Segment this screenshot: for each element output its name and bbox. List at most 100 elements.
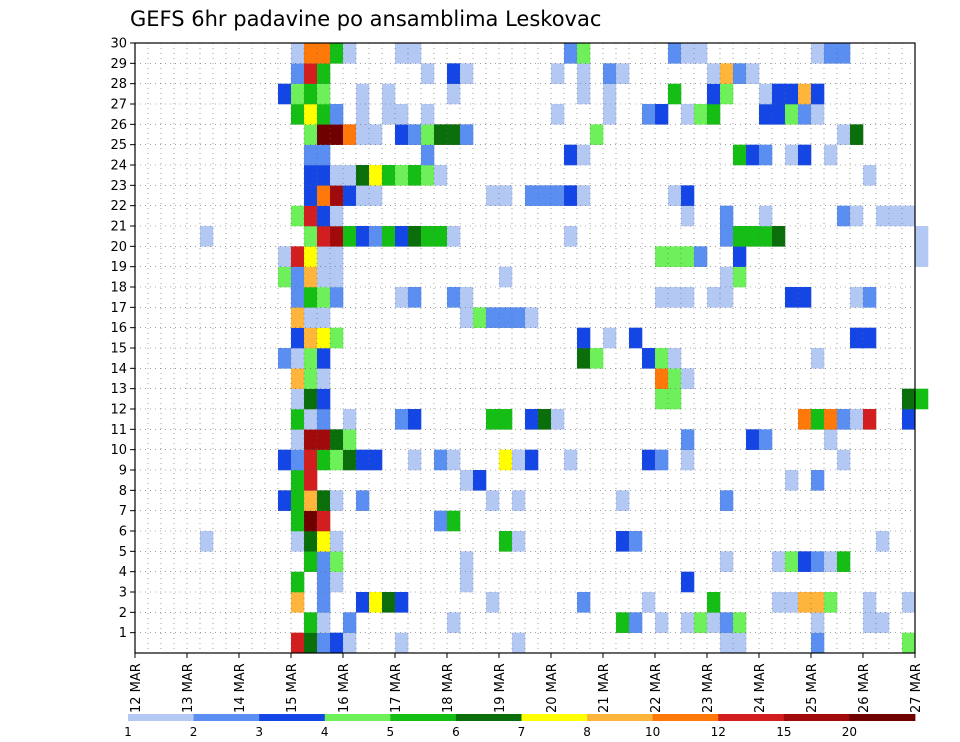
heatmap-cell: [655, 388, 669, 410]
heatmap-cell: [811, 83, 825, 105]
heatmap-cell: [278, 266, 292, 288]
heatmap-cell: [304, 205, 318, 227]
x-tick-label: 26 MAR: [857, 663, 872, 713]
heatmap-cell: [369, 124, 383, 145]
y-tick-label: 10: [110, 443, 127, 458]
heatmap-cell: [317, 409, 331, 430]
colorbar-swatch: [783, 714, 850, 721]
heatmap-cell: [304, 266, 318, 288]
heatmap-cell: [681, 205, 695, 227]
heatmap-cell: [577, 327, 591, 349]
heatmap-cell: [291, 348, 305, 369]
x-tick-label: 14 MAR: [233, 663, 248, 713]
heatmap-cell: [499, 307, 513, 328]
heatmap-cell: [863, 612, 877, 633]
heatmap-cell: [707, 83, 721, 105]
colorbar-swatch: [455, 714, 522, 721]
heatmap-cell: [343, 429, 357, 450]
heatmap-cell: [837, 124, 851, 145]
heatmap-cell: [889, 205, 903, 227]
heatmap-cell: [330, 266, 344, 288]
heatmap-cell: [291, 490, 305, 511]
heatmap-cell: [317, 612, 331, 633]
heatmap-cell: [291, 409, 305, 430]
heatmap-cell: [291, 287, 305, 308]
heatmap-cell: [525, 449, 539, 471]
heatmap-cell: [837, 551, 851, 572]
heatmap-cell: [811, 612, 825, 633]
heatmap-cell: [499, 185, 513, 206]
heatmap-cell: [577, 83, 591, 105]
heatmap-cell: [824, 592, 838, 613]
heatmap-cell: [746, 63, 760, 84]
y-tick-label: 4: [119, 565, 127, 580]
heatmap-cell: [798, 551, 812, 572]
heatmap-cell: [421, 124, 435, 145]
y-tick-label: 9: [119, 464, 127, 479]
heatmap-cell: [317, 531, 331, 552]
heatmap-cell: [291, 449, 305, 471]
heatmap-cell: [343, 226, 357, 247]
heatmap-cell: [694, 612, 708, 633]
heatmap-cell: [668, 388, 682, 410]
heatmap-cell: [655, 287, 669, 308]
heatmap-cell: [382, 165, 396, 186]
heatmap-cell: [850, 327, 864, 349]
x-tick-label: 24 MAR: [753, 663, 768, 713]
y-tick-label: 3: [119, 586, 127, 601]
heatmap-cell: [460, 287, 474, 308]
heatmap-cell: [733, 266, 747, 288]
colorbar-label: 6: [452, 725, 460, 739]
heatmap-cell: [460, 63, 474, 84]
heatmap-cell: [291, 63, 305, 84]
x-tick-label: 27 MAR: [909, 663, 924, 713]
colorbar-label: 1: [124, 725, 132, 739]
heatmap-cell: [772, 83, 786, 105]
heatmap-cell: [356, 83, 370, 105]
heatmap-cell: [772, 551, 786, 572]
heatmap-cell: [356, 104, 370, 125]
heatmap-cell: [330, 104, 344, 125]
heatmap-cell: [447, 612, 461, 633]
heatmap-cell: [798, 144, 812, 166]
heatmap-cell: [317, 551, 331, 572]
heatmap-cell: [512, 449, 526, 471]
heatmap-cell: [720, 287, 734, 308]
heatmap-cell: [291, 388, 305, 410]
heatmap-cell: [382, 592, 396, 613]
heatmap-cell: [304, 327, 318, 349]
heatmap-cell: [304, 144, 318, 166]
heatmap-cell: [525, 409, 539, 430]
heatmap-cell: [707, 612, 721, 633]
heatmap-cell: [291, 571, 305, 593]
heatmap-cell: [434, 226, 448, 247]
heatmap-cell: [304, 470, 318, 491]
chart-title: GEFS 6hr padavine po ansamblima Leskovac: [130, 7, 601, 31]
heatmap-cell: [291, 104, 305, 125]
x-tick-label: 17 MAR: [389, 663, 404, 713]
colorbar-swatch: [324, 714, 391, 721]
y-tick-label: 23: [110, 179, 127, 194]
y-tick-label: 30: [110, 37, 127, 52]
heatmap-cell: [759, 226, 773, 247]
heatmap-cell: [330, 124, 344, 145]
heatmap-cell: [668, 185, 682, 206]
heatmap-cell: [681, 43, 695, 64]
heatmap-cell: [291, 83, 305, 105]
x-tick-label: 15 MAR: [285, 663, 300, 713]
heatmap-cell: [577, 144, 591, 166]
heatmap-cell: [876, 205, 890, 227]
heatmap-cell: [447, 83, 461, 105]
heatmap-cell: [330, 165, 344, 186]
heatmap-cell: [720, 205, 734, 227]
heatmap-cell: [304, 409, 318, 430]
heatmap-cell: [317, 144, 331, 166]
heatmap-cell: [460, 307, 474, 328]
heatmap-cell: [330, 205, 344, 227]
heatmap-cell: [304, 429, 318, 450]
y-tick-label: 1: [119, 626, 127, 641]
heatmap-cell: [460, 551, 474, 572]
heatmap-cell: [863, 592, 877, 613]
heatmap-cell: [642, 449, 656, 471]
x-tick-label: 12 MAR: [129, 663, 144, 713]
